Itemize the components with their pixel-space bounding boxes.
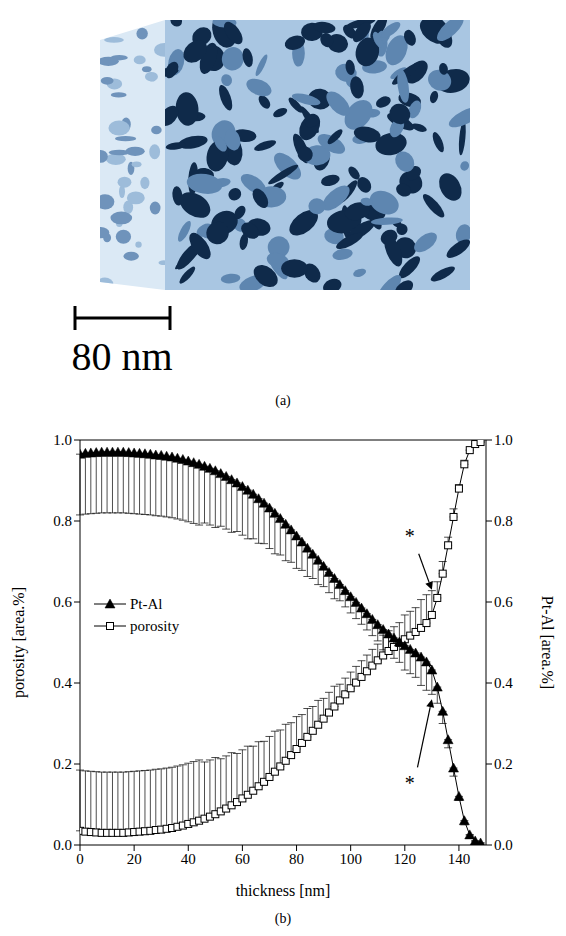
svg-text:0.0: 0.0 [53, 837, 72, 853]
svg-text:0.8: 0.8 [53, 513, 72, 529]
svg-text:Pt-Al [area.%]: Pt-Al [area.%] [539, 596, 556, 689]
svg-text:60: 60 [235, 851, 250, 867]
svg-text:1.0: 1.0 [53, 432, 72, 448]
html-text:(b): (b) [274, 911, 292, 926]
svg-text:0.2: 0.2 [53, 756, 72, 772]
svg-text:*: * [405, 525, 415, 547]
svg-text:120: 120 [394, 851, 417, 867]
svg-text:porosity [area.%]: porosity [area.%] [10, 587, 28, 698]
svg-text:0.4: 0.4 [494, 675, 513, 691]
svg-text:40: 40 [181, 851, 196, 867]
svg-text:0.6: 0.6 [494, 594, 513, 610]
svg-text:80: 80 [289, 851, 304, 867]
html-text:Pt-Al: Pt-Al [130, 596, 163, 612]
svg-text:thickness [nm]: thickness [nm] [236, 882, 331, 899]
html-text:porosity: porosity [130, 618, 180, 634]
svg-text:80 nm: 80 nm [71, 334, 172, 379]
svg-text:0.6: 0.6 [53, 594, 72, 610]
svg-text:20: 20 [127, 851, 142, 867]
svg-text:0.4: 0.4 [53, 675, 72, 691]
svg-text:0.8: 0.8 [494, 513, 513, 529]
svg-text:*: * [405, 772, 415, 794]
svg-text:(a): (a) [275, 393, 291, 409]
svg-text:0.0: 0.0 [494, 837, 513, 853]
svg-text:0: 0 [76, 851, 84, 867]
svg-text:0.2: 0.2 [494, 756, 513, 772]
svg-text:100: 100 [339, 851, 362, 867]
svg-text:140: 140 [448, 851, 471, 867]
svg-text:1.0: 1.0 [494, 432, 513, 448]
